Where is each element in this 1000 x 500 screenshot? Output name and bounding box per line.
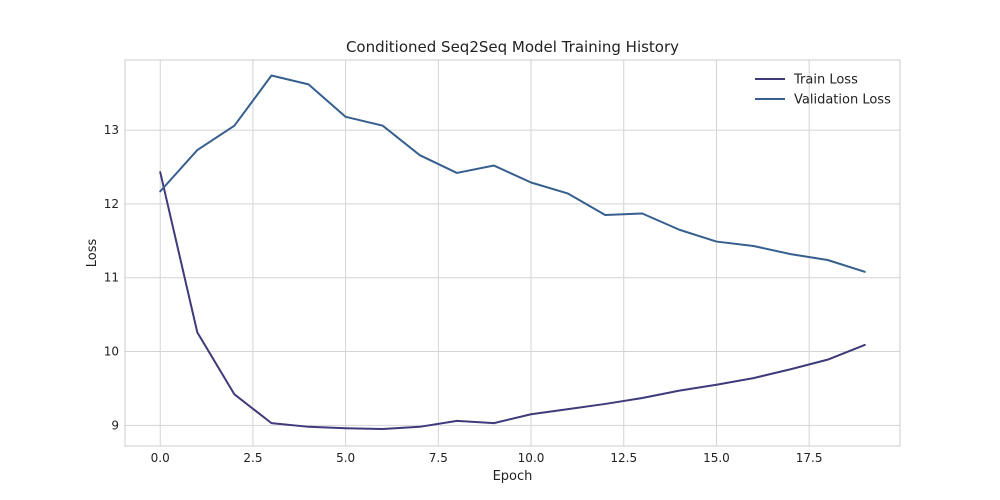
plot-frame	[124, 59, 901, 447]
legend: Train Loss Validation Loss	[755, 73, 891, 108]
x-tick-label: 10.0	[518, 451, 545, 465]
y-tick-label: 9	[111, 418, 119, 432]
y-tick-label: 13	[104, 123, 119, 137]
series-line-validation-loss	[159, 74, 866, 273]
tick-labels: 0.0 2.5 5.0 7.5 10.0 12.5 15.0 17.5 9 10 11 12 13	[104, 123, 823, 465]
y-axis-label: Loss	[85, 239, 100, 268]
y-tick-label: 10	[104, 345, 119, 359]
x-tick-label: 0.0	[151, 451, 170, 465]
series-line-train-loss	[159, 171, 866, 431]
x-tick-label: 12.5	[610, 451, 637, 465]
legend-label-validation-loss: Validation Loss	[794, 93, 891, 108]
x-axis-label: Epoch	[493, 469, 533, 484]
chart-title: Conditioned Seq2Seq Model Training Histo…	[346, 38, 679, 56]
y-tick-label: 12	[104, 197, 119, 211]
y-tick-label: 11	[104, 271, 119, 285]
grid-lines	[125, 60, 900, 446]
x-tick-label: 15.0	[703, 451, 730, 465]
legend-label-train-loss: Train Loss	[793, 73, 858, 88]
x-tick-label: 17.5	[796, 451, 823, 465]
x-tick-label: 5.0	[336, 451, 355, 465]
x-tick-label: 2.5	[243, 451, 262, 465]
x-tick-label: 7.5	[429, 451, 448, 465]
series-lines	[159, 74, 866, 431]
plot-background	[125, 60, 900, 446]
